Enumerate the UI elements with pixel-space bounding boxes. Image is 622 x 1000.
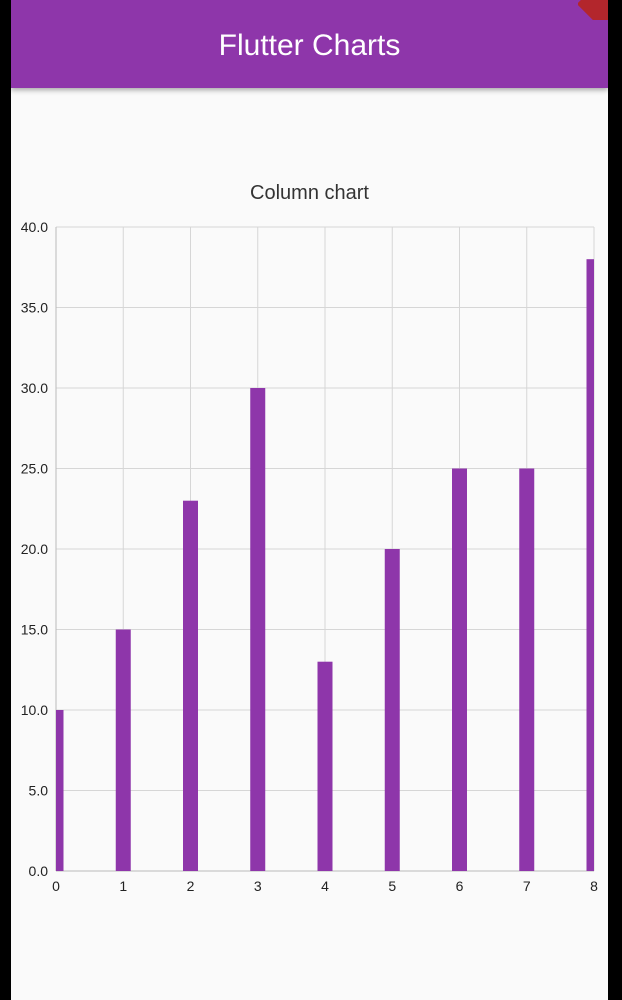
y-tick-label: 0.0 — [29, 863, 49, 879]
x-tick-label: 7 — [523, 878, 531, 894]
bar-5 — [384, 549, 400, 871]
bar-2 — [183, 500, 198, 871]
x-tick-label: 1 — [119, 878, 127, 894]
x-tick-label: 3 — [254, 878, 262, 894]
x-tick-label: 5 — [388, 878, 396, 894]
x-tick-label: 4 — [321, 878, 329, 894]
app-bar-title: Flutter Charts — [218, 29, 401, 62]
bar-1 — [115, 629, 131, 871]
y-tick-label: 20.0 — [21, 541, 48, 557]
x-tick-label: 0 — [52, 878, 60, 894]
chart-title: Column chart — [250, 182, 369, 204]
bar-0 — [56, 710, 64, 871]
y-tick-label: 10.0 — [21, 702, 48, 718]
column-chart: 0.0 5.0 10.0 15.0 20.0 25.0 30.0 35.0 40.0 0 1 2 3 4 5… — [21, 219, 598, 894]
x-tick-label: 6 — [456, 878, 464, 894]
y-tick-label: 15.0 — [21, 622, 48, 638]
bar-6 — [452, 468, 467, 871]
bar-7 — [519, 468, 535, 871]
x-tick-label: 8 — [590, 878, 598, 894]
bar-8 — [586, 259, 594, 871]
y-tick-label: 25.0 — [21, 461, 48, 477]
bar-4 — [317, 661, 333, 871]
y-tick-label: 40.0 — [21, 219, 48, 235]
app-screen: Flutter Charts Column chart 0.0 5.0 10.0 15… — [11, 0, 608, 1000]
y-tick-label: 5.0 — [29, 783, 49, 799]
x-tick-label: 2 — [187, 878, 195, 894]
bar-3 — [250, 388, 266, 871]
app-bar: Flutter Charts — [11, 0, 608, 88]
y-tick-label: 35.0 — [21, 300, 48, 316]
y-tick-label: 30.0 — [21, 380, 48, 396]
